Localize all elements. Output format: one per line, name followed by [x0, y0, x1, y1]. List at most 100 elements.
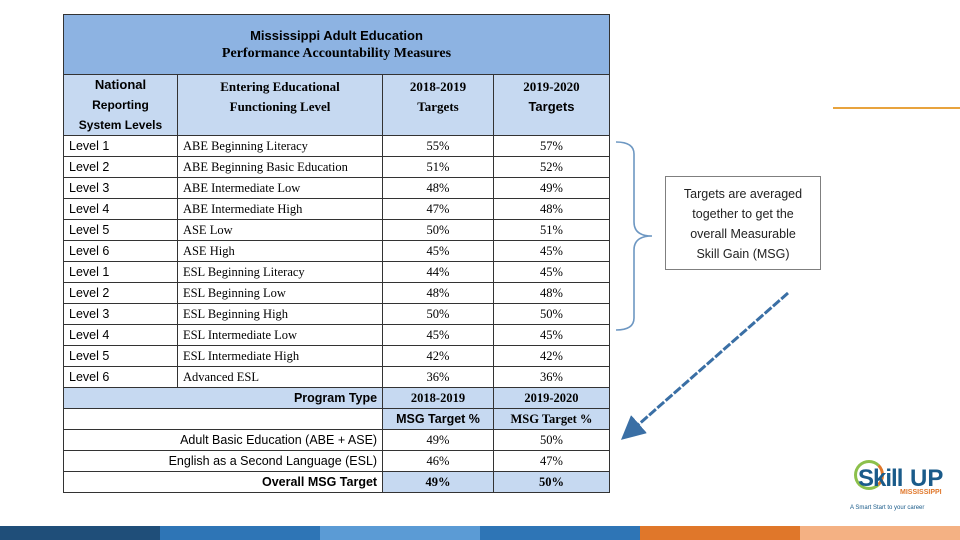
- msg-2018-cell: 46%: [382, 450, 494, 472]
- msg-target-2018-label: MSG Target %: [382, 408, 494, 430]
- table-title-line1: Mississippi Adult Education: [250, 27, 423, 43]
- target-2019-cell: 48%: [492, 198, 611, 220]
- functioning-level-cell: ASE High: [176, 240, 384, 262]
- logo-state: MISSISSIPPI: [900, 489, 942, 496]
- target-2019-cell: 42%: [492, 345, 611, 367]
- target-2018-cell: 51%: [382, 156, 494, 178]
- performance-table-image: Mississippi Adult Education Performance …: [62, 14, 611, 493]
- accent-line: [833, 107, 960, 109]
- target-2018-cell: 44%: [382, 261, 494, 283]
- table-row: Level 1 ABE Beginning Literacy 55% 57%: [63, 135, 611, 157]
- level-cell: Level 6: [63, 240, 178, 262]
- target-2019-cell: 49%: [492, 177, 611, 199]
- functioning-level-cell: ABE Beginning Basic Education: [176, 156, 384, 178]
- program-name-cell: English as a Second Language (ESL): [62, 450, 384, 472]
- header-2018-targets: 2018-2019 Targets: [382, 74, 494, 136]
- target-2018-cell: 45%: [382, 240, 494, 262]
- level-cell: Level 3: [63, 177, 178, 199]
- level-cell: Level 5: [63, 219, 178, 241]
- program-2018-label: 2018-2019: [382, 387, 494, 409]
- target-2019-cell: 36%: [492, 366, 611, 388]
- logo-ring-icon: [854, 460, 884, 490]
- target-2018-cell: 55%: [382, 135, 494, 157]
- targets-callout: Targets are averaged together to get the…: [665, 176, 821, 270]
- target-2019-cell: 51%: [492, 219, 611, 241]
- level-cell: Level 2: [63, 282, 178, 304]
- functioning-level-cell: ABE Intermediate High: [176, 198, 384, 220]
- level-cell: Level 1: [63, 261, 178, 283]
- program-row: English as a Second Language (ESL) 46% 47%: [62, 450, 611, 472]
- target-2018-cell: 50%: [382, 219, 494, 241]
- table-row: Level 4 ESL Intermediate Low 45% 45%: [63, 324, 611, 346]
- header-entering-level: Entering Educational Functioning Level: [176, 74, 384, 136]
- logo-word-up: UP: [910, 465, 944, 492]
- brace-bracket: [615, 141, 653, 331]
- table-row: Level 5 ASE Low 50% 51%: [63, 219, 611, 241]
- header-national-reporting: National Reporting System Levels: [63, 74, 178, 136]
- target-2018-cell: 50%: [382, 303, 494, 325]
- bar-segment: [160, 526, 320, 540]
- skillup-logo: Skill UP MISSISSIPPI A Smart Start to yo…: [848, 455, 948, 520]
- target-2018-cell: 48%: [382, 177, 494, 199]
- logo-tagline: A Smart Start to your career: [850, 505, 925, 511]
- table-row: Level 5 ESL Intermediate High 42% 42%: [63, 345, 611, 367]
- level-cell: Level 4: [63, 324, 178, 346]
- target-2018-cell: 48%: [382, 282, 494, 304]
- bar-segment: [320, 526, 480, 540]
- level-cell: Level 5: [63, 345, 178, 367]
- functioning-level-cell: ESL Beginning High: [176, 303, 384, 325]
- bottom-color-bar: [0, 526, 960, 540]
- program-name-cell: Adult Basic Education (ABE + ASE): [62, 429, 384, 451]
- msg-target-row: MSG Target % MSG Target %: [62, 408, 611, 430]
- target-2018-cell: 47%: [382, 198, 494, 220]
- bar-segment: [480, 526, 640, 540]
- msg-2019-cell: 50%: [492, 429, 611, 451]
- target-2019-cell: 50%: [492, 303, 611, 325]
- bar-segment: [0, 526, 160, 540]
- program-type-row: Program Type 2018-2019 2019-2020: [62, 387, 611, 409]
- table-row: Level 2 ESL Beginning Low 48% 48%: [63, 282, 611, 304]
- level-cell: Level 3: [63, 303, 178, 325]
- table-row: Level 2 ABE Beginning Basic Education 51% 5…: [63, 156, 611, 178]
- table-row: Level 1 ESL Beginning Literacy 44% 45%: [63, 261, 611, 283]
- target-2019-cell: 45%: [492, 324, 611, 346]
- program-name-cell: Overall MSG Target: [62, 471, 384, 493]
- target-2019-cell: 57%: [492, 135, 611, 157]
- target-2019-cell: 45%: [492, 261, 611, 283]
- functioning-level-cell: ESL Intermediate Low: [176, 324, 384, 346]
- program-row: Adult Basic Education (ABE + ASE) 49% 50%: [62, 429, 611, 451]
- level-cell: Level 6: [63, 366, 178, 388]
- table-header-row: National Reporting System Levels Enterin…: [63, 74, 611, 136]
- msg-2019-cell: 50%: [492, 471, 611, 493]
- table-row: Level 3 ESL Beginning High 50% 50%: [63, 303, 611, 325]
- level-cell: Level 1: [63, 135, 178, 157]
- table-title: Mississippi Adult Education Performance …: [63, 14, 610, 75]
- functioning-level-cell: Advanced ESL: [176, 366, 384, 388]
- target-2018-cell: 36%: [382, 366, 494, 388]
- target-2019-cell: 48%: [492, 282, 611, 304]
- functioning-level-cell: ESL Intermediate High: [176, 345, 384, 367]
- level-cell: Level 2: [63, 156, 178, 178]
- target-2019-cell: 52%: [492, 156, 611, 178]
- functioning-level-cell: ABE Beginning Literacy: [176, 135, 384, 157]
- functioning-level-cell: ESL Beginning Literacy: [176, 261, 384, 283]
- pointer-arrow: [620, 291, 789, 440]
- msg-2018-cell: 49%: [382, 471, 494, 493]
- target-2018-cell: 42%: [382, 345, 494, 367]
- functioning-level-cell: ASE Low: [176, 219, 384, 241]
- table-row: Level 3 ABE Intermediate Low 48% 49%: [63, 177, 611, 199]
- level-cell: Level 4: [63, 198, 178, 220]
- target-2018-cell: 45%: [382, 324, 494, 346]
- msg-2019-cell: 47%: [492, 450, 611, 472]
- program-row: Overall MSG Target 49% 50%: [62, 471, 611, 493]
- table-row: Level 4 ABE Intermediate High 47% 48%: [63, 198, 611, 220]
- msg-target-2019-label: MSG Target %: [492, 408, 611, 430]
- bar-segment: [800, 526, 960, 540]
- functioning-level-cell: ABE Intermediate Low: [176, 177, 384, 199]
- table-row: Level 6 ASE High 45% 45%: [63, 240, 611, 262]
- functioning-level-cell: ESL Beginning Low: [176, 282, 384, 304]
- program-type-label: Program Type: [62, 387, 384, 409]
- performance-table: Mississippi Adult Education Performance …: [62, 14, 611, 493]
- target-2019-cell: 45%: [492, 240, 611, 262]
